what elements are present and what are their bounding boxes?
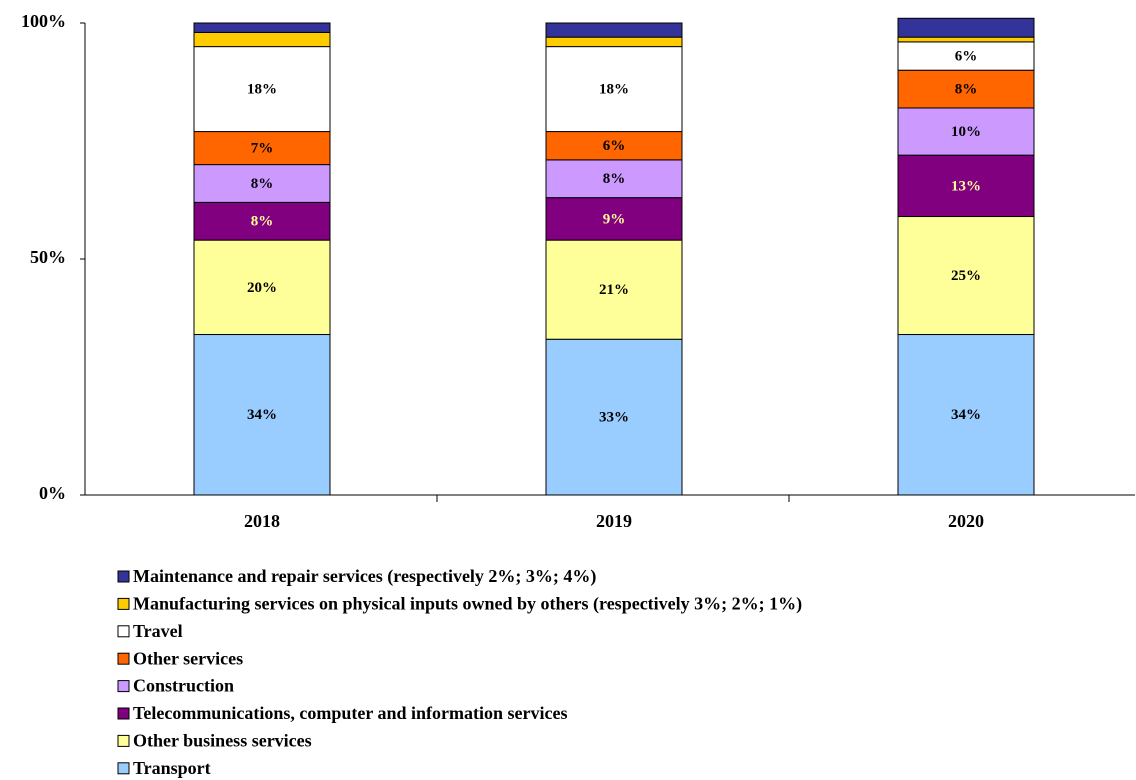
bar-segment bbox=[545, 338, 683, 496]
bar-segment bbox=[193, 31, 331, 48]
legend-swatch bbox=[117, 652, 130, 665]
y-tick-label: 50% bbox=[30, 247, 66, 267]
data-label: 6% bbox=[603, 138, 626, 154]
legend-swatch bbox=[117, 762, 130, 775]
data-label: 20% bbox=[247, 280, 277, 296]
legend-label: Transport bbox=[133, 758, 211, 778]
bar-segment bbox=[897, 216, 1035, 336]
bar-segment bbox=[193, 334, 331, 496]
y-tick-label: 0% bbox=[39, 483, 66, 503]
x-tick-label: 2020 bbox=[948, 511, 984, 531]
data-label: 34% bbox=[951, 407, 981, 423]
data-label: 18% bbox=[247, 82, 277, 98]
bar-segment bbox=[193, 131, 331, 166]
bar-segment bbox=[545, 36, 683, 48]
legend-label: Other business services bbox=[133, 731, 312, 751]
bar-segment bbox=[897, 36, 1035, 43]
data-label: 10% bbox=[951, 124, 981, 140]
bar-segment bbox=[897, 69, 1035, 109]
data-label: 8% bbox=[251, 214, 274, 230]
legend-swatch bbox=[117, 707, 130, 720]
data-label: 8% bbox=[603, 171, 626, 187]
bar-segment bbox=[897, 334, 1035, 496]
legend-label: Other services bbox=[133, 648, 243, 668]
bar-segment bbox=[897, 107, 1035, 156]
bar-segment bbox=[897, 41, 1035, 71]
bar-segment bbox=[545, 239, 683, 340]
bar-segment bbox=[545, 46, 683, 133]
legend-swatch bbox=[117, 680, 130, 693]
legend-swatch bbox=[117, 570, 130, 583]
bar-segment bbox=[545, 131, 683, 161]
bar-segment bbox=[193, 22, 331, 33]
data-label: 13% bbox=[951, 178, 981, 194]
bar-segment bbox=[545, 159, 683, 199]
bar-segment bbox=[193, 201, 331, 241]
x-tick-label: 2018 bbox=[244, 511, 280, 531]
data-label: 18% bbox=[599, 82, 629, 98]
data-label: 21% bbox=[599, 282, 629, 298]
bar-segment bbox=[897, 17, 1035, 38]
y-tick-label: 100% bbox=[21, 11, 66, 31]
bar-segment bbox=[193, 46, 331, 133]
data-label: 8% bbox=[955, 82, 978, 98]
legend-swatch bbox=[117, 734, 130, 747]
legend-label: Travel bbox=[133, 621, 183, 641]
legend-swatch bbox=[117, 625, 130, 638]
data-label: 25% bbox=[951, 268, 981, 284]
bar-segment bbox=[897, 154, 1035, 218]
data-label: 6% bbox=[955, 48, 978, 64]
bar-segment bbox=[193, 164, 331, 203]
data-label: 33% bbox=[599, 410, 629, 426]
legend-swatch bbox=[117, 597, 130, 610]
bar-segment bbox=[545, 22, 683, 38]
bar-segment bbox=[193, 239, 331, 336]
legend-label: Manufacturing services on physical input… bbox=[133, 594, 802, 615]
legend-label: Construction bbox=[133, 676, 234, 696]
legend-label: Telecommunications, computer and informa… bbox=[133, 703, 567, 723]
data-label: 7% bbox=[251, 141, 274, 157]
data-label: 9% bbox=[603, 211, 626, 227]
bar-segment bbox=[545, 197, 683, 241]
x-tick-label: 2019 bbox=[596, 511, 632, 531]
data-label: 8% bbox=[251, 176, 274, 192]
legend-label: Maintenance and repair services (respect… bbox=[133, 566, 596, 587]
data-label: 34% bbox=[247, 407, 277, 423]
